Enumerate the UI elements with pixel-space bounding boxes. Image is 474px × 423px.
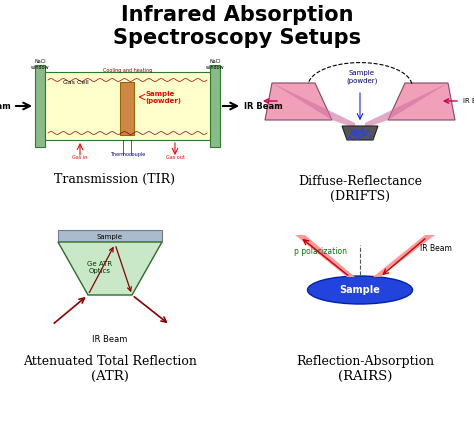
Polygon shape [272, 83, 355, 128]
Text: NaCl
window: NaCl window [206, 59, 224, 70]
Text: Reflection-Absorption: Reflection-Absorption [296, 355, 434, 368]
Text: Thermocouple: Thermocouple [110, 152, 145, 157]
Text: p polarization: p polarization [294, 247, 347, 256]
Text: (DRIFTS): (DRIFTS) [330, 190, 390, 203]
Text: Attenuated Total Reflection: Attenuated Total Reflection [23, 355, 197, 368]
Text: (RAIRS): (RAIRS) [338, 370, 392, 383]
Bar [35, 65, 45, 147]
Polygon shape [365, 83, 448, 128]
Bar [210, 65, 220, 147]
Text: Sample
(powder): Sample (powder) [346, 70, 378, 83]
Text: (ATR): (ATR) [91, 370, 129, 383]
Bar [45, 72, 210, 140]
Bar [58, 230, 162, 242]
Polygon shape [388, 83, 455, 120]
Text: Cooling and heating: Cooling and heating [103, 68, 152, 73]
Text: IR Beam: IR Beam [92, 335, 128, 344]
Text: IR Beam: IR Beam [244, 102, 283, 110]
Polygon shape [373, 235, 435, 277]
Text: IR Beam: IR Beam [463, 98, 474, 104]
Text: Sample: Sample [339, 285, 381, 295]
Text: IR Beam: IR Beam [0, 102, 11, 110]
Text: Sample
(powder): Sample (powder) [146, 91, 182, 104]
Polygon shape [265, 83, 332, 120]
Text: Diffuse-Reflectance: Diffuse-Reflectance [298, 175, 422, 188]
Text: IR Beam: IR Beam [420, 244, 452, 253]
Polygon shape [295, 235, 355, 277]
Ellipse shape [308, 276, 412, 304]
Text: Transmission (TIR): Transmission (TIR) [55, 173, 175, 186]
Text: Gas out: Gas out [165, 155, 184, 160]
Polygon shape [58, 242, 162, 295]
Text: Sample: Sample [97, 234, 123, 240]
Text: Spectroscopy Setups: Spectroscopy Setups [113, 28, 361, 48]
Text: NaCl
window: NaCl window [31, 59, 49, 70]
Text: Infrared Absorption: Infrared Absorption [121, 5, 353, 25]
Text: Gas in: Gas in [73, 155, 88, 160]
Text: Ge ATR
Optics: Ge ATR Optics [87, 261, 112, 275]
Bar [120, 82, 135, 135]
Text: Gas Cell: Gas Cell [63, 80, 89, 85]
Polygon shape [342, 126, 378, 140]
